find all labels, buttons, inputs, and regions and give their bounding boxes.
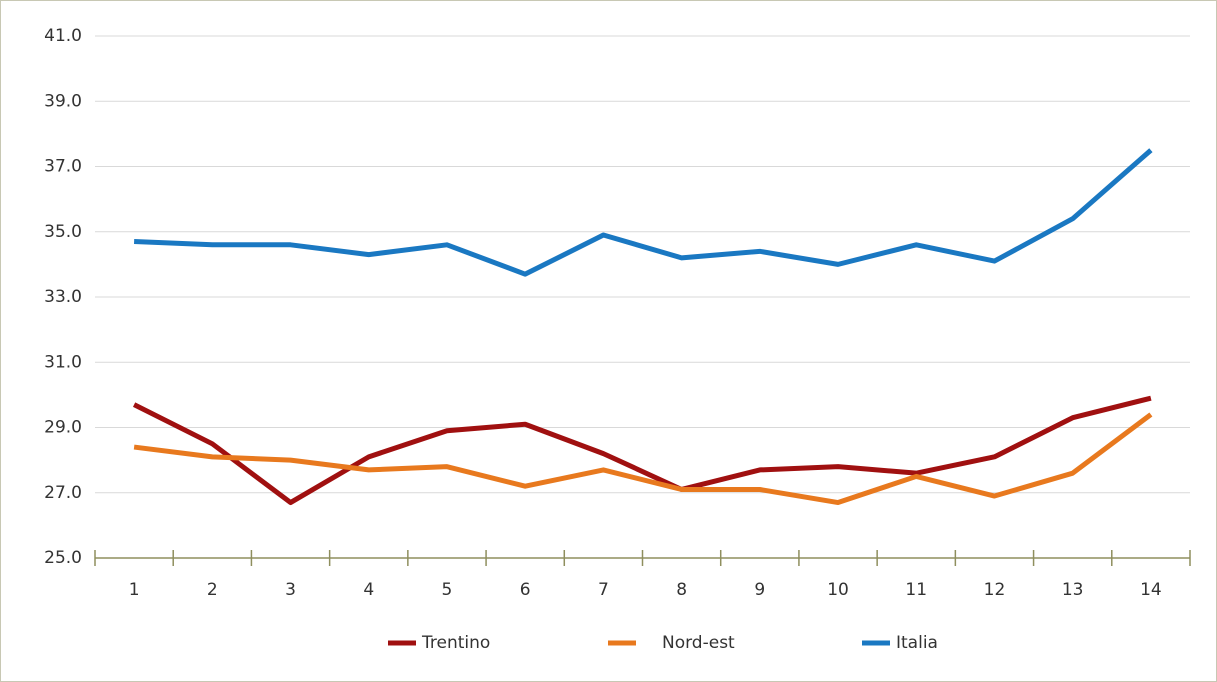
legend-label: Italia xyxy=(896,633,938,653)
x-tick-label: 8 xyxy=(676,580,687,600)
x-tick-label: 1 xyxy=(129,580,140,600)
y-tick-label: 37.0 xyxy=(44,157,82,177)
y-tick-label: 29.0 xyxy=(44,418,82,438)
data-line xyxy=(133,412,1153,506)
x-tick-label: 14 xyxy=(1140,580,1162,600)
legend-label: Nord-est xyxy=(662,633,735,653)
x-tick-label: 10 xyxy=(827,580,849,600)
data-line xyxy=(134,148,1153,277)
data-line xyxy=(132,395,1152,506)
x-tick-label: 2 xyxy=(207,580,218,600)
x-tick-label: 11 xyxy=(905,580,927,600)
x-tick-label: 3 xyxy=(285,580,296,600)
legend-label: Trentino xyxy=(421,633,490,653)
y-tick-label: 25.0 xyxy=(44,548,82,568)
y-tick-label: 35.0 xyxy=(44,222,82,242)
y-tick-label: 39.0 xyxy=(44,91,82,111)
y-tick-label: 33.0 xyxy=(44,287,82,307)
y-tick-label: 31.0 xyxy=(44,352,82,372)
y-tick-label: 41.0 xyxy=(44,26,82,46)
x-tick-label: 7 xyxy=(598,580,609,600)
x-tick-label: 13 xyxy=(1062,580,1084,600)
x-tick-label: 12 xyxy=(984,580,1006,600)
x-tick-label: 5 xyxy=(442,580,453,600)
y-tick-label: 27.0 xyxy=(44,483,82,503)
x-tick-label: 6 xyxy=(520,580,531,600)
x-tick-label: 9 xyxy=(754,580,765,600)
x-tick-label: 4 xyxy=(363,580,374,600)
